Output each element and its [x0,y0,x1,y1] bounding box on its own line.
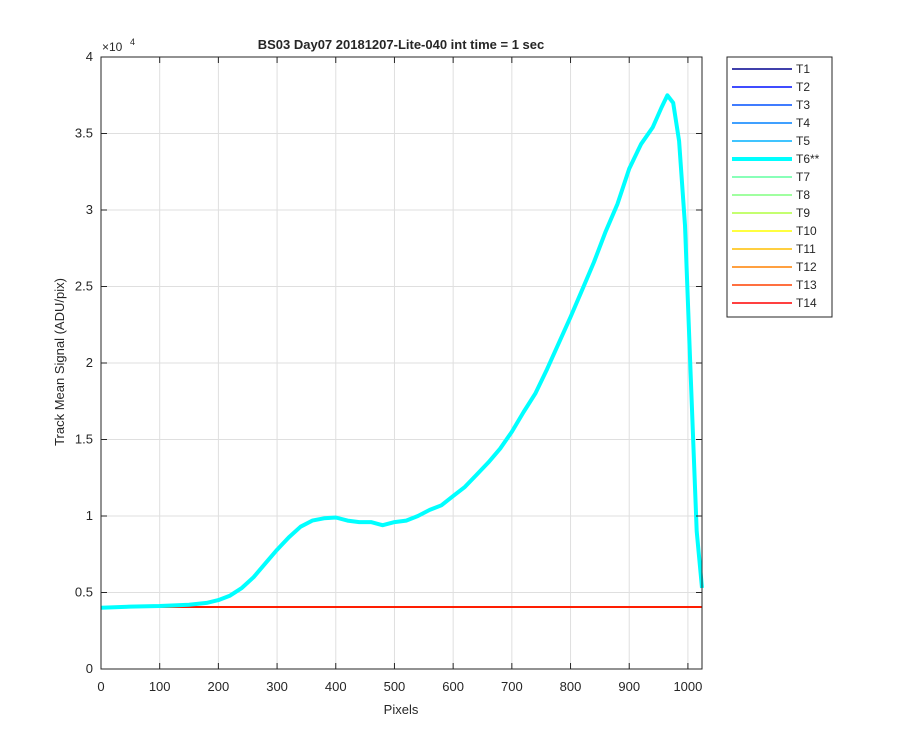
chart-title: BS03 Day07 20181207-Lite-040 int time = … [258,37,545,52]
legend-entry: T8 [732,188,810,202]
legend-label: T9 [796,206,810,220]
legend-label: T5 [796,134,810,148]
legend-entry: T5 [732,134,810,148]
legend-entry: T13 [732,278,817,292]
ticks [100,56,702,670]
legend-label: T1 [796,62,810,76]
legend-label: T14 [796,296,817,310]
x-tick-label: 1000 [673,679,702,694]
x-tick-label: 800 [560,679,582,694]
y-tick-label: 1 [86,508,93,523]
legend-label: T2 [796,80,810,94]
legend-entry: T3 [732,98,810,112]
legend-label: T6** [796,152,820,166]
legend-entry: T2 [732,80,810,94]
legend-label: T13 [796,278,817,292]
legend-label: T4 [796,116,810,130]
y-exponent-power: 4 [130,37,135,47]
legend-entry: T9 [732,206,810,220]
y-tick-label: 2 [86,355,93,370]
y-axis-label: Track Mean Signal (ADU/pix) [52,278,67,446]
legend-entry: T11 [732,242,816,256]
y-tick-label: 4 [86,49,93,64]
legend-label: T10 [796,224,817,238]
x-tick-label: 300 [266,679,288,694]
x-axis-label: Pixels [384,702,419,717]
y-tick-label: 0 [86,661,93,676]
y-exponent: ×10 4 [102,37,135,54]
legend: T1 T2 T3 T4 T5 T6** T7 T8 T9 T10 T11 T12 T13 T14 [726,56,833,318]
x-tick-label: 0 [97,679,104,694]
x-tick-label: 600 [442,679,464,694]
y-tick-label: 1.5 [75,432,93,447]
x-tick-label: 100 [149,679,171,694]
x-tick-label: 900 [618,679,640,694]
series-line-t6 [100,93,704,610]
legend-label: T12 [796,260,817,274]
tick-labels: 0 100 200 300 400 500 600 700 800 900 1000 0 0.5 1 1.5… [75,49,702,694]
plot-lines [100,93,704,610]
legend-entry: T7 [732,170,810,184]
x-tick-label: 200 [208,679,230,694]
legend-label: T8 [796,188,810,202]
legend-label: T7 [796,170,810,184]
y-exponent-base: ×10 [102,40,123,54]
legend-entry: T12 [732,260,817,274]
legend-entry: T6** [732,152,820,166]
y-tick-label: 2.5 [75,279,93,294]
y-tick-label: 3.5 [75,126,93,141]
y-tick-label: 3 [86,202,93,217]
legend-label: T11 [796,242,816,256]
legend-entry: T1 [732,62,810,76]
legend-entry: T14 [732,296,817,310]
legend-entry: T4 [732,116,810,130]
x-tick-label: 400 [325,679,347,694]
legend-label: T3 [796,98,810,112]
legend-entry: T10 [732,224,817,238]
legend-box [726,56,833,318]
x-tick-label: 700 [501,679,523,694]
y-tick-label: 0.5 [75,585,93,600]
x-tick-label: 500 [384,679,406,694]
